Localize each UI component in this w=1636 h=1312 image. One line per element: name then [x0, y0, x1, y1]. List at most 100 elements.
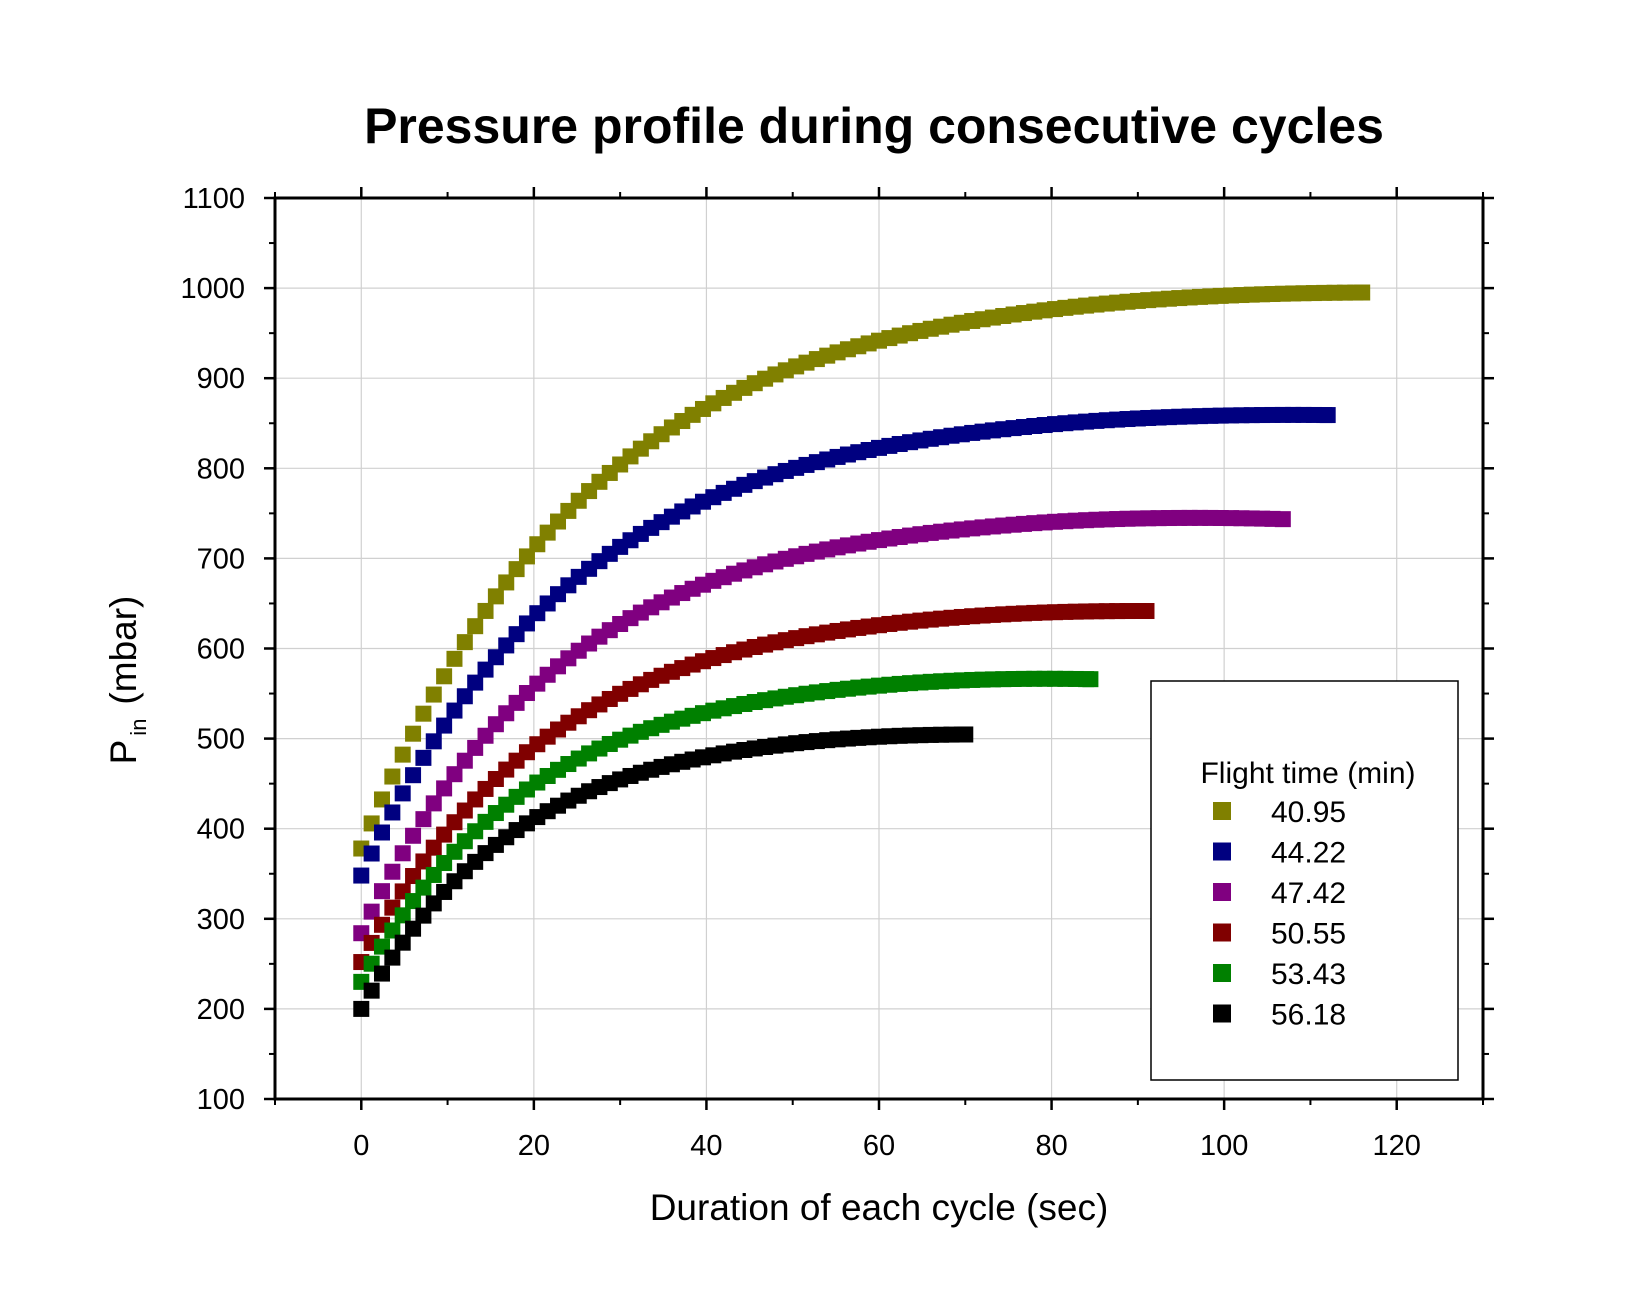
data-point: [436, 780, 453, 797]
data-point: [394, 785, 411, 802]
legend-entry-label: 53.43: [1271, 958, 1346, 991]
x-tick-label: 20: [518, 1130, 550, 1162]
data-point: [498, 574, 515, 591]
x-tick-label: 60: [863, 1130, 895, 1162]
series-44.22: [353, 406, 1336, 884]
x-tick-labels: 0 20 40 60 80 100 120: [353, 1130, 1421, 1162]
grid: [275, 198, 1483, 1099]
data-point: [508, 561, 525, 578]
y-axis-label: P: [103, 740, 144, 765]
data-point: [415, 749, 432, 766]
legend: Flight time (min) 40.95 44.22 47.42 50.55 53…: [1150, 680, 1459, 1081]
y-tick-label: 100: [197, 1084, 245, 1116]
legend-swatch: [1213, 883, 1231, 901]
data-point: [477, 602, 494, 619]
data-point: [405, 827, 422, 844]
data-point: [363, 982, 380, 999]
data-point: [1082, 671, 1099, 688]
x-tick-label: 120: [1373, 1130, 1421, 1162]
series-47.42: [353, 509, 1291, 942]
data-point: [363, 903, 380, 920]
data-point: [384, 768, 401, 785]
data-point: [384, 949, 401, 966]
data-point: [957, 726, 974, 743]
series-layer: [353, 284, 1371, 1017]
data-point: [425, 733, 442, 750]
data-point: [446, 702, 463, 719]
data-point: [425, 795, 442, 812]
x-tick-label: 100: [1200, 1130, 1248, 1162]
legend-box: [1150, 680, 1459, 1081]
legend-entry-label: 40.95: [1271, 796, 1346, 829]
data-point: [425, 686, 442, 703]
data-point: [456, 752, 473, 769]
data-point: [446, 650, 463, 667]
data-point: [436, 668, 453, 685]
y-tick-label: 200: [197, 994, 245, 1026]
data-point: [446, 766, 463, 783]
data-point: [477, 661, 494, 678]
y-axis-label-unit: (mbar): [103, 596, 144, 705]
data-point: [405, 767, 422, 784]
data-point: [436, 717, 453, 734]
data-point: [1319, 407, 1336, 424]
data-point: [415, 879, 432, 896]
legend-items: 40.95 44.22 47.42 50.55 53.43 56.18: [1213, 796, 1346, 1032]
data-point: [384, 922, 401, 939]
data-point: [1354, 284, 1371, 301]
y-axis-label-subscript: in: [126, 719, 151, 736]
svg-text:P in (mbar): P in (mbar): [103, 596, 151, 765]
data-point: [373, 824, 390, 841]
data-point: [467, 739, 484, 756]
y-tick-label: 600: [197, 634, 245, 666]
data-point: [415, 907, 432, 924]
legend-swatch: [1213, 1004, 1231, 1023]
data-point: [373, 791, 390, 808]
data-point: [373, 883, 390, 900]
y-tick-label: 300: [197, 904, 245, 936]
x-tick-label: 80: [1035, 1130, 1067, 1162]
y-tick-label: 800: [197, 453, 245, 485]
data-point: [425, 839, 442, 856]
series-53.43: [353, 670, 1099, 990]
data-point: [394, 746, 411, 763]
x-axis-label: Duration of each cycle (sec): [650, 1187, 1109, 1228]
legend-swatch: [1213, 964, 1231, 982]
legend-swatch: [1213, 802, 1231, 820]
axis-ticks: [264, 187, 1494, 1110]
data-point: [405, 920, 422, 937]
data-point: [394, 907, 411, 924]
data-point: [487, 588, 504, 605]
y-tick-label: 400: [197, 814, 245, 846]
x-tick-label: 0: [353, 1130, 369, 1162]
legend-entry-label: 44.22: [1271, 837, 1346, 870]
data-point: [1138, 603, 1155, 620]
series-40.95: [353, 284, 1371, 857]
data-point: [415, 705, 432, 722]
data-point: [353, 867, 370, 884]
data-point: [415, 811, 432, 828]
y-tick-label: 1100: [183, 183, 245, 215]
data-point: [467, 674, 484, 691]
legend-title: Flight time (min): [1200, 757, 1415, 790]
data-point: [518, 548, 535, 565]
data-point: [405, 725, 422, 742]
y-tick-label: 700: [197, 543, 245, 575]
data-point: [363, 845, 380, 862]
legend-swatch: [1213, 842, 1231, 861]
data-point: [415, 853, 432, 870]
data-point: [405, 893, 422, 910]
y-tick-label: 1000: [180, 273, 245, 305]
legend-swatch: [1213, 923, 1231, 942]
data-point: [384, 804, 401, 821]
y-axis-label-group: P in (mbar): [103, 596, 151, 765]
data-point: [467, 618, 484, 635]
data-point: [436, 826, 453, 843]
legend-entry-label: 50.55: [1271, 918, 1346, 951]
y-tick-label: 500: [197, 724, 245, 756]
data-point: [384, 863, 401, 880]
y-tick-label: 900: [197, 363, 245, 395]
data-point: [456, 634, 473, 651]
data-point: [373, 965, 390, 982]
